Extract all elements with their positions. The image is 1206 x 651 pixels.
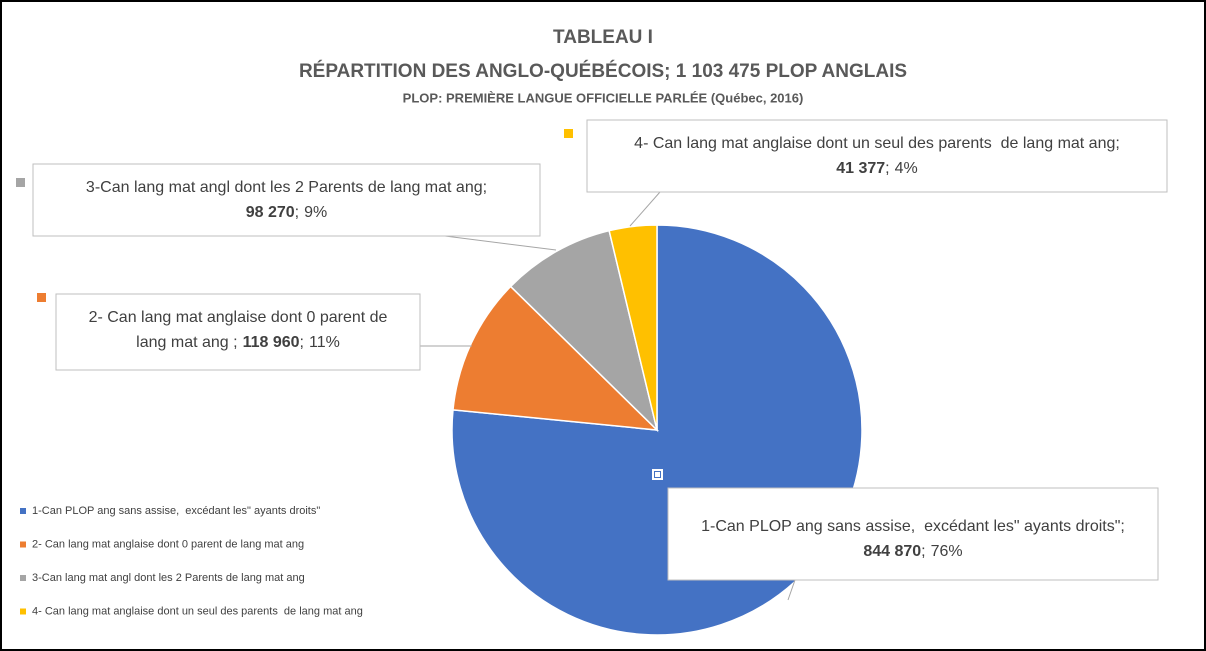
callout-value-line: lang mat ang ; 118 960; 11% — [136, 334, 340, 351]
callout-box — [32, 163, 541, 237]
data-label: 844 870 — [863, 543, 921, 560]
callout-marker — [37, 293, 46, 302]
pie-slice — [452, 285, 660, 431]
data-label: 41 377 — [836, 160, 885, 177]
legend-swatch — [20, 541, 26, 548]
chart-subtitle: RÉPARTITION DES ANGLO-QUÉBÉCOIS; 1 103 4… — [299, 60, 907, 82]
callout-value-line: 98 270; 9% — [246, 204, 328, 221]
callouts: 1-Can PLOP ang sans assise, excédant les… — [16, 119, 1168, 601]
leader-line — [787, 579, 796, 601]
legend-label: 1-Can PLOP ang sans assise, excédant les… — [32, 505, 320, 517]
percent-label: 9% — [304, 204, 327, 221]
callout-text: 3-Can lang mat angl dont les 2 Parents d… — [86, 179, 487, 196]
callout-text: lang mat ang ; — [136, 334, 237, 351]
data-label: 118 960 — [243, 334, 300, 351]
callout-text: 4- Can lang mat anglaise dont un seul de… — [634, 135, 1120, 152]
percent-label: 4% — [895, 160, 918, 177]
callout-text: 2- Can lang mat anglaise dont 0 parent d… — [89, 309, 388, 326]
callout-marker — [16, 178, 25, 187]
callout-marker-inner — [655, 472, 660, 477]
label-separator: ; — [885, 160, 889, 177]
legend-swatch — [20, 575, 26, 581]
callout-box — [667, 487, 1159, 581]
callout-value-line: 844 870; 76% — [863, 543, 962, 560]
legend-swatch — [20, 508, 26, 514]
pie-slice — [608, 224, 658, 431]
callout-marker — [564, 129, 573, 138]
data-label: 98 270 — [246, 204, 295, 221]
percent-label: 76% — [931, 543, 963, 560]
legend: 1-Can PLOP ang sans assise, excédant les… — [20, 505, 363, 617]
callout-box — [586, 119, 1168, 193]
percent-label: 11% — [309, 334, 340, 351]
label-separator: ; — [921, 543, 925, 560]
label-separator: ; — [295, 204, 299, 221]
leader-line — [629, 191, 661, 227]
legend-swatch — [20, 608, 26, 615]
label-separator: ; — [300, 334, 304, 351]
leader-line — [444, 235, 557, 251]
callout-box — [55, 293, 421, 371]
legend-label: 2- Can lang mat anglaise dont 0 parent d… — [32, 538, 304, 550]
chart-title: TABLEAU I — [553, 27, 653, 48]
chart-note: PLOP: PREMIÈRE LANGUE OFFICIELLE PARLÉE … — [403, 90, 804, 105]
callout-value-line: 41 377; 4% — [836, 160, 918, 177]
legend-label: 3-Can lang mat angl dont les 2 Parents d… — [32, 572, 305, 584]
callout-text: 1-Can PLOP ang sans assise, excédant les… — [701, 518, 1125, 535]
legend-label: 4- Can lang mat anglaise dont un seul de… — [32, 605, 363, 617]
